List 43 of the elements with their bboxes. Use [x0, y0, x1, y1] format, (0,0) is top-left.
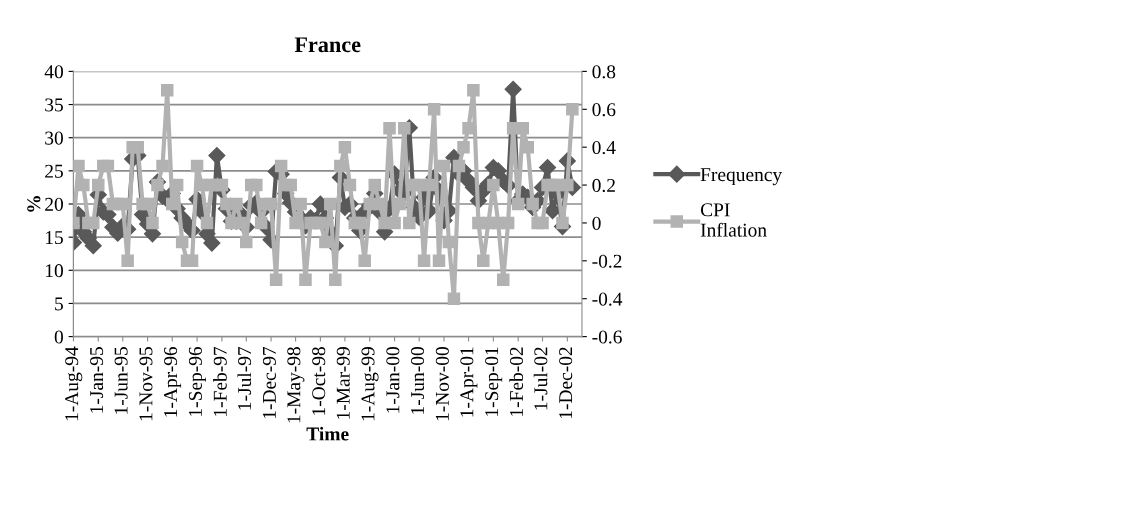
y-tick-label: 25: [45, 164, 63, 178]
x-tick-label: 1-May-98: [287, 347, 305, 423]
y-tick-label: 5: [55, 297, 63, 311]
x-tick-label: 1-Jun-00: [410, 347, 425, 414]
y-tick-label: 0: [54, 330, 63, 344]
x-tick-label: 1-Jun-95: [114, 347, 128, 414]
x-tick-label: 1-Apr-96: [164, 346, 182, 417]
legend-label: Frequency: [700, 168, 783, 186]
y-tick-label: 40: [44, 65, 63, 79]
legend-label: CPI Inflation: [700, 203, 767, 237]
y-tick-label: 20: [45, 197, 63, 211]
x-tick-label: 1-Feb-02: [509, 347, 524, 416]
y2-tick-label: 0.4: [592, 140, 616, 155]
x-tick-label: 1-Jan-95: [90, 347, 104, 413]
y2-tick-label: -0.6: [592, 330, 622, 344]
chart-title: France: [294, 37, 361, 53]
x-tick-label: 1-Jul-97: [237, 346, 252, 410]
x-tick-label: 1-Jan-00: [386, 347, 400, 413]
x-tick-label: 1-Nov-00: [435, 347, 449, 421]
y-axis-title: %: [27, 196, 41, 212]
x-tick-label: 1-Sep-01: [485, 347, 503, 416]
x-tick-label: 1-Aug-94: [65, 346, 83, 421]
x-tick-label: 1-Dec-97: [262, 346, 276, 419]
x-tick-label: 1-Jul-02: [533, 347, 548, 410]
y2-tick-label: 0: [592, 216, 601, 230]
x-tick-label: 1-Feb-97: [213, 346, 227, 416]
y-tick-label: 35: [45, 98, 63, 112]
y2-tick-label: 0.6: [592, 103, 616, 117]
y2-tick-label: -0.2: [592, 254, 622, 268]
y2-tick-label: 0.8: [592, 65, 616, 79]
x-tick-label: 1-Mar-99: [336, 347, 350, 419]
x-axis-title: Time: [306, 426, 349, 441]
y-tick-label: 15: [45, 231, 63, 245]
x-tick-label: 1-Oct-98: [312, 347, 326, 415]
x-tick-label: 1-Aug-99: [361, 347, 379, 421]
y2-tick-label: -0.4: [592, 292, 623, 306]
x-tick-label: 1-Nov-95: [139, 347, 153, 421]
y-tick-label: 30: [45, 131, 63, 145]
y2-tick-label: 0.2: [592, 178, 615, 193]
y-tick-label: 10: [45, 264, 63, 278]
x-tick-label: 1-Dec-02: [559, 347, 573, 419]
x-tick-label: 1-Apr-01: [460, 347, 478, 417]
x-tick-label: 1-Sep-96: [188, 346, 206, 416]
